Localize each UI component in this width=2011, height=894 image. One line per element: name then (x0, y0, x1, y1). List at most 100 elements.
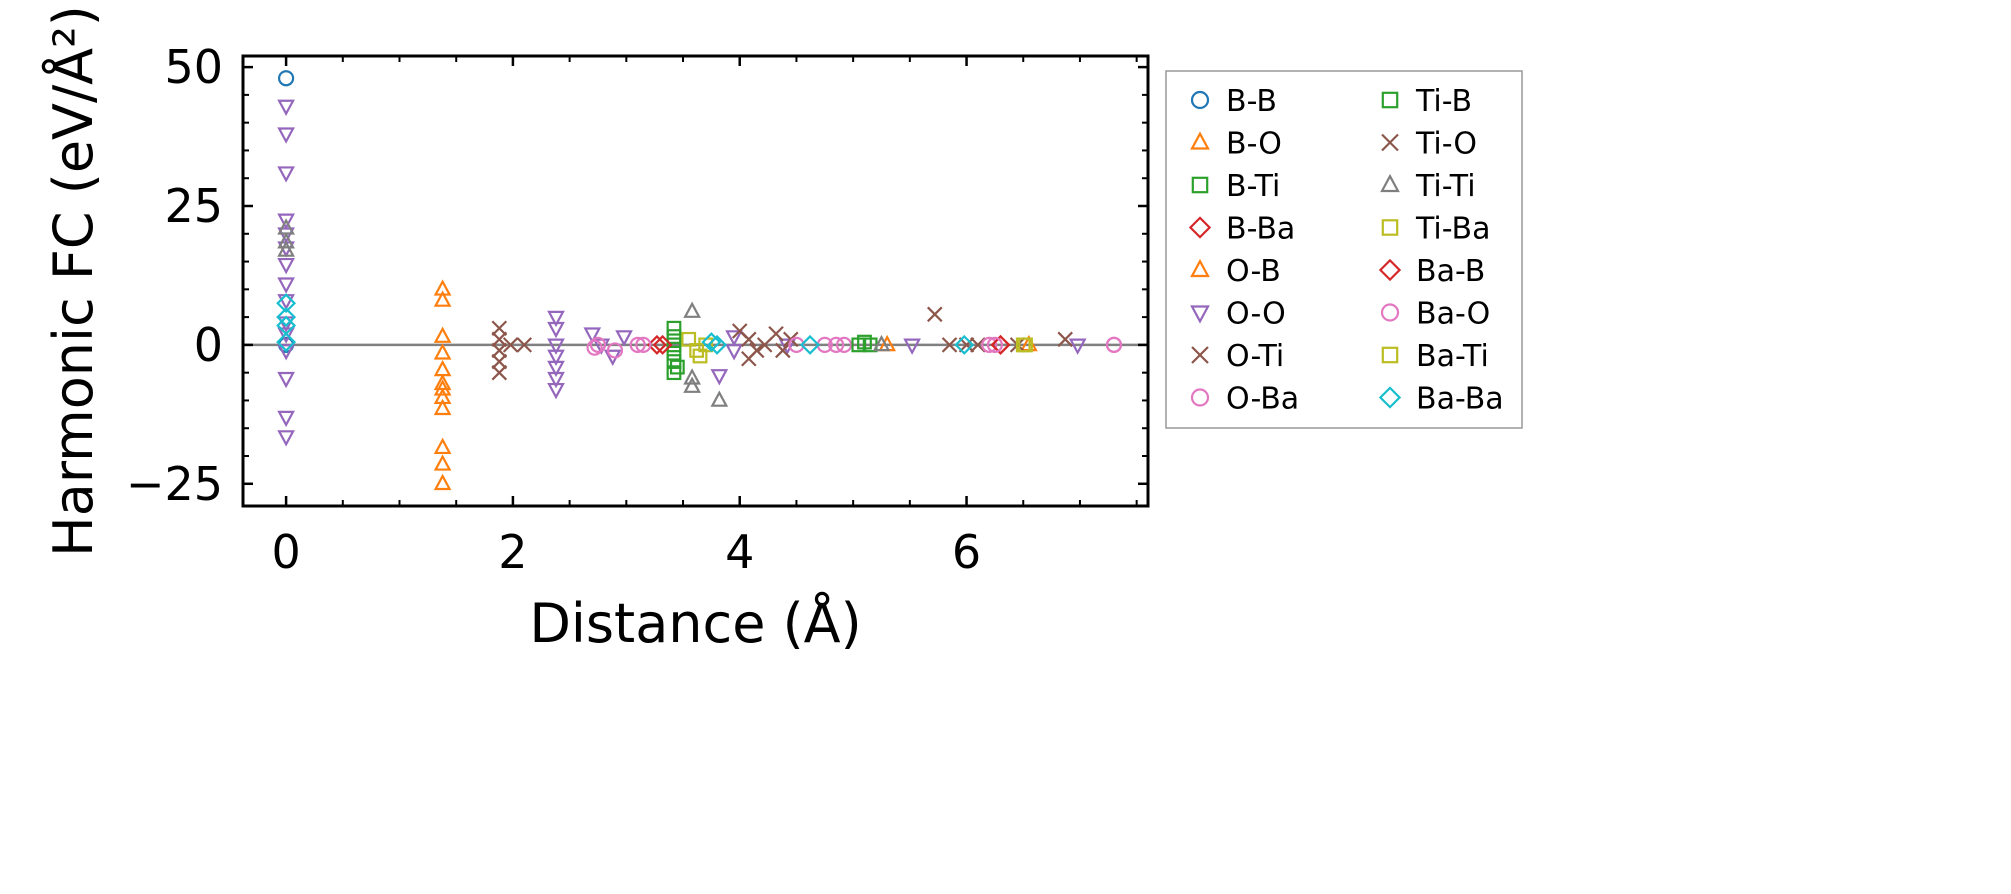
point-B-O-7-shape (433, 398, 452, 416)
point-B-Ti-3 (666, 345, 682, 361)
point-O-Ba-2 (629, 336, 646, 353)
legend-label-B-Ba: B-Ba (1226, 212, 1295, 247)
legend-marker-Ti-Ba (1381, 219, 1399, 236)
point-Ti-Ba-0-shape (681, 331, 697, 347)
legend-marker-O-B-shape (1190, 258, 1210, 278)
point-O-Ti-6 (516, 337, 533, 353)
x-tick-label-3: 6 (952, 525, 981, 579)
point-O-Ti-16 (970, 337, 986, 353)
point-Ti-Ti-6-shape (710, 390, 729, 407)
point-Ba-Ba-4-shape (707, 334, 728, 355)
point-B-Ti-0-shape (666, 320, 682, 336)
point-O-O-13 (277, 410, 295, 428)
legend-marker-O-Ba-shape (1190, 388, 1210, 407)
point-O-O-31 (1068, 338, 1087, 355)
point-O-Ba-1-shape (606, 342, 624, 359)
point-Ba-O-4 (1105, 336, 1123, 353)
point-O-Ti-3-stroke-b (491, 353, 508, 370)
point-Ba-Ba-5 (701, 332, 722, 353)
point-O-O-4 (277, 227, 295, 244)
point-B-O-9-shape (433, 454, 452, 471)
x-tick-label-1: 2 (498, 525, 527, 579)
point-Ti-Ti-7 (872, 334, 891, 352)
point-O-Ti-5 (502, 337, 519, 353)
point-Ti-Ti-7-shape (872, 334, 891, 352)
point-O-Ti-17 (1057, 331, 1073, 348)
series-Ti-Ti (277, 218, 891, 407)
point-O-O-31-shape (1068, 338, 1087, 355)
legend-label-B-B: B-B (1226, 84, 1277, 119)
point-O-O-26-shape (725, 330, 743, 347)
point-O-Ba-5-shape (835, 336, 853, 353)
point-O-O-17 (547, 338, 565, 355)
legend-marker-Ti-B (1381, 91, 1399, 109)
legend-marker-Ti-Ti-shape (1380, 173, 1400, 193)
point-O-Ti-1 (491, 331, 508, 348)
point-O-O-18 (547, 349, 565, 367)
point-B-Ti-3-shape (666, 345, 682, 361)
point-Ba-Ba-1-shape (276, 307, 297, 328)
point-Ba-Ba-0 (276, 293, 297, 314)
legend-label-Ba-B: Ba-B (1416, 254, 1485, 289)
legend-label-Ti-O: Ti-O (1415, 127, 1477, 162)
legend-label-B-Ti: B-Ti (1226, 169, 1280, 204)
point-O-Ti-4-stroke-b (491, 364, 508, 381)
point-O-Ba-5 (835, 336, 853, 353)
point-Ba-O-0-shape (586, 339, 603, 356)
series-Ba-Ba (276, 293, 975, 355)
point-O-Ba-0-shape (589, 336, 607, 353)
point-O-O-19-shape (547, 360, 565, 378)
legend-label-O-Ba: O-Ba (1226, 382, 1299, 417)
legend-marker-O-Ti (1191, 346, 1209, 364)
legend-marker-B-Ti (1191, 176, 1209, 194)
point-O-O-13-shape (277, 410, 295, 428)
point-Ba-Ba-3 (276, 332, 297, 353)
point-Ba-Ba-5-shape (701, 332, 722, 353)
point-Ba-O-3-shape (986, 336, 1003, 353)
point-Ba-O-0 (586, 339, 603, 356)
point-O-Ti-1-stroke-b (491, 331, 508, 348)
series-Ba-Ti (692, 337, 1033, 364)
point-O-Ba-3 (788, 336, 805, 353)
legend-marker-O-O (1190, 305, 1210, 324)
point-O-O-12-shape (277, 371, 295, 389)
legend-label-Ti-Ti: Ti-Ti (1415, 169, 1476, 204)
point-O-O-18-shape (547, 349, 565, 367)
point-O-O-11-shape (277, 344, 295, 361)
point-O-Ba-1 (606, 342, 624, 359)
point-B-Ti-0 (666, 320, 682, 336)
series-O-Ti (491, 306, 1073, 381)
point-B-B-0 (277, 70, 295, 87)
point-O-O-20 (547, 371, 565, 389)
point-Ti-B-0-shape (669, 359, 685, 375)
point-Ti-O-0-stroke-b (741, 350, 757, 367)
point-B-O-10 (433, 473, 452, 491)
point-B-O-8 (433, 437, 452, 455)
point-O-Ti-15 (941, 337, 958, 353)
point-Ba-O-1-shape (635, 336, 652, 353)
legend-marker-Ti-O (1381, 133, 1399, 152)
legend-label-O-O: O-O (1226, 297, 1286, 332)
point-O-O-3-shape (277, 213, 295, 230)
legend-marker-O-B (1190, 258, 1210, 278)
y-tick-label-3: 50 (164, 40, 223, 94)
point-Ti-Ti-3-shape (683, 301, 701, 318)
point-O-O-6-shape (277, 257, 295, 275)
point-O-O-2 (277, 166, 295, 183)
point-O-Ti-8 (741, 331, 757, 348)
legend-label-Ba-O: Ba-O (1416, 297, 1490, 332)
point-Ti-Ti-2 (277, 240, 295, 257)
point-O-Ti-14-stroke-b (927, 306, 943, 323)
point-O-Ba-0 (589, 336, 607, 353)
point-O-Ti-4 (491, 364, 508, 381)
point-O-Ti-17-stroke-b (1057, 331, 1073, 348)
point-O-O-4-shape (277, 227, 295, 244)
point-O-Ti-0-stroke-b (491, 320, 508, 337)
legend-marker-Ba-Ba (1378, 386, 1402, 409)
point-O-Ti-8-stroke-b (741, 331, 757, 348)
point-O-O-27 (725, 344, 743, 361)
point-O-O-12 (277, 371, 295, 389)
point-O-O-30-shape (903, 338, 921, 355)
point-B-O-8-shape (433, 437, 452, 455)
